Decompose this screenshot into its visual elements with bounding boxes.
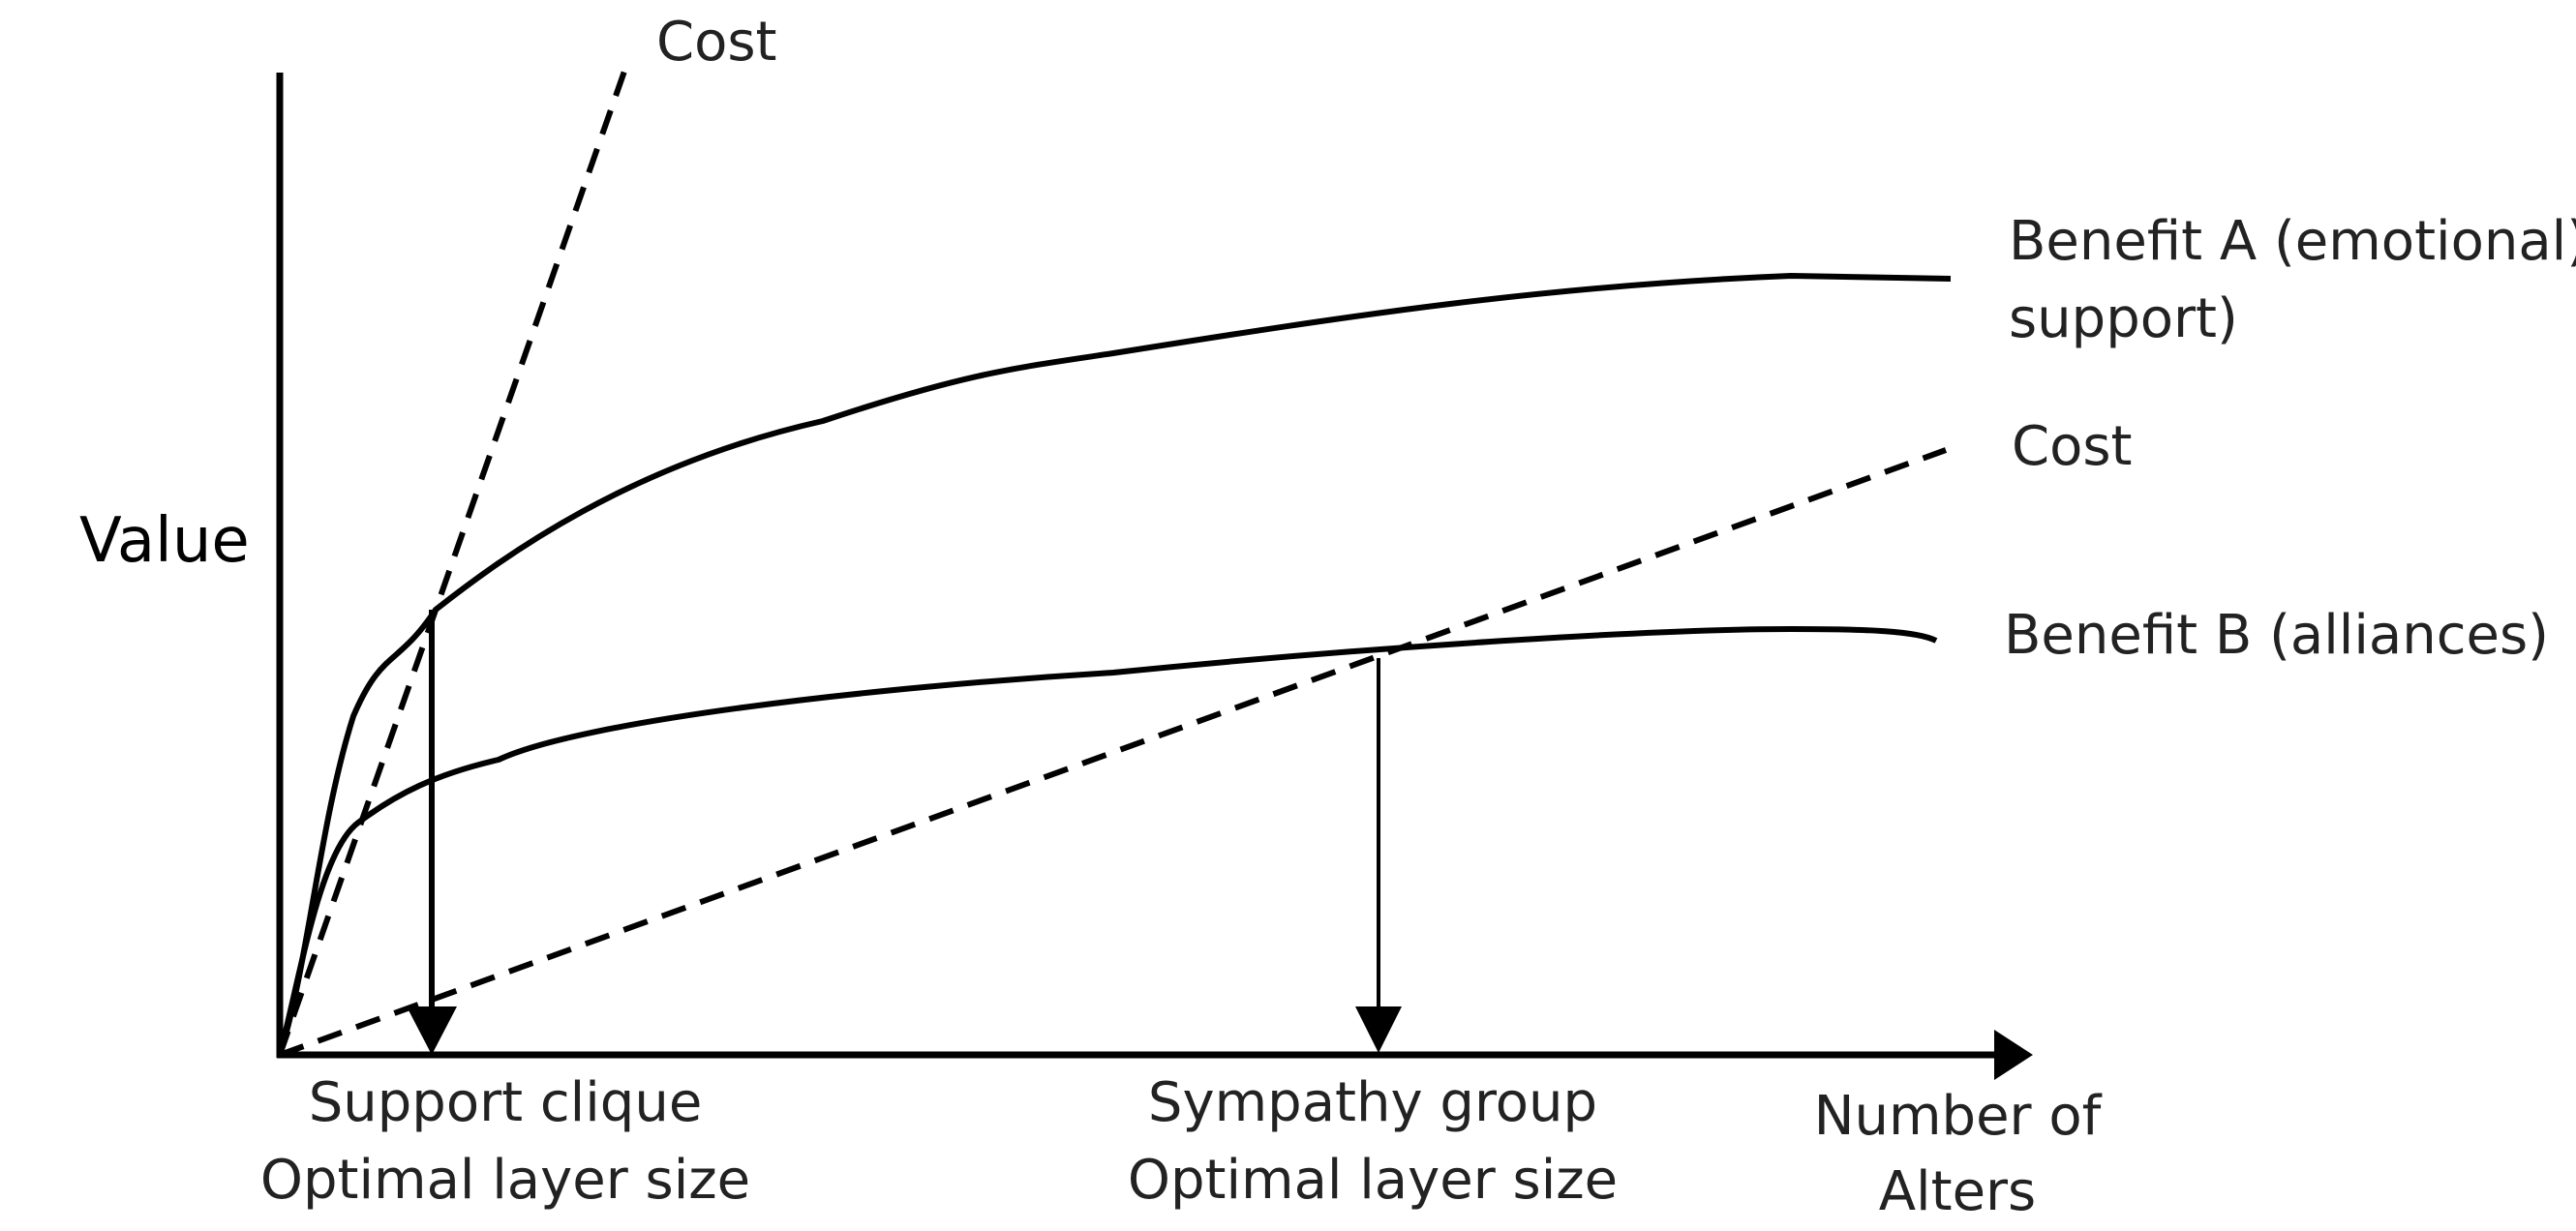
cost-steep-label: Cost <box>656 11 777 74</box>
benefit-b-label: Benefit B (alliances) <box>2004 604 2549 667</box>
benefit-a-label-line2: support) <box>2009 287 2238 350</box>
support-clique-label: Support clique <box>309 1071 703 1134</box>
sympathy-group-size-label: Optimal layer size <box>1128 1149 1618 1212</box>
benefit-a-label-line1: Benefit A (emotional) <box>2009 210 2576 273</box>
support-clique-size-label: Optimal layer size <box>260 1149 750 1212</box>
y-axis-label: Value <box>79 505 250 577</box>
support-clique-arrowhead <box>407 1006 457 1055</box>
x-axis-arrowhead <box>1994 1030 2033 1080</box>
sympathy-group-arrowhead <box>1355 1006 1402 1053</box>
x-axis-label-line1: Number of <box>1814 1085 2103 1148</box>
cost-shallow-label: Cost <box>2012 415 2133 478</box>
cost-line-steep <box>277 62 630 1056</box>
sympathy-group-label: Sympathy group <box>1148 1071 1597 1134</box>
benefit-a-curve <box>277 272 1952 1056</box>
x-axis-label-line2: Alters <box>1879 1160 2036 1223</box>
cost-line-shallow <box>278 447 1948 1058</box>
benefit-b-curve <box>277 625 1938 1056</box>
